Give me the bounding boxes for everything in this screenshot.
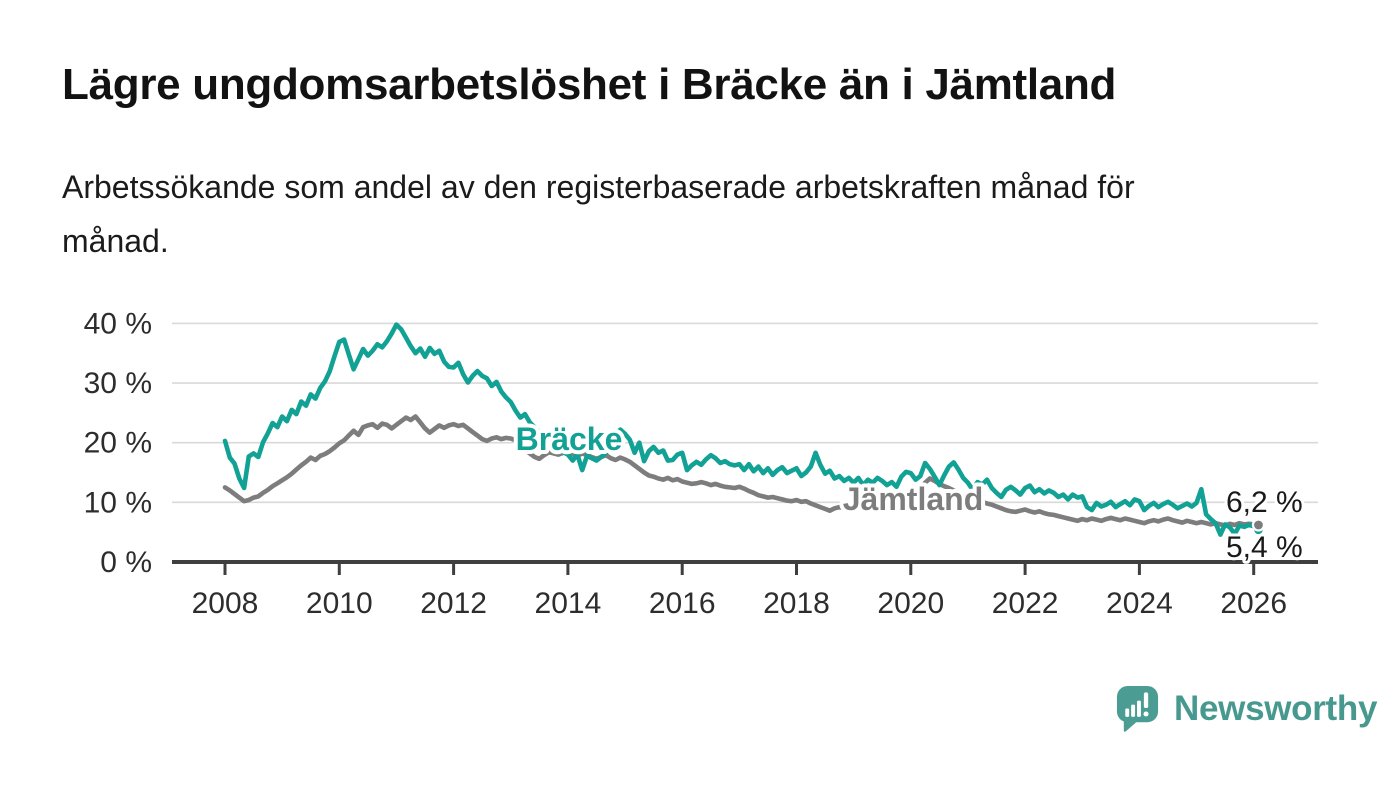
y-axis-tick-label: 10 % (84, 486, 152, 519)
chart-subtitle-line-1: Arbetssökande som andel av den registerb… (62, 169, 1135, 205)
page-title: Lägre ungdomsarbetslöshet i Bräcke än i … (62, 60, 1117, 109)
jaemtland-line (222, 414, 1261, 528)
jaemtland-end-dot (1251, 518, 1266, 532)
newsworthy-logo-icon (1116, 685, 1159, 732)
y-axis-tick-label: 0 % (100, 546, 152, 579)
x-axis-tick-label: 2010 (306, 587, 373, 620)
x-axis-tick-label: 2022 (992, 587, 1059, 620)
x-axis-tick-label: 2008 (192, 587, 259, 620)
chart-subtitle-line-2: månad. (62, 223, 169, 259)
chart-subtitle: Arbetssökande som andel av den registerb… (62, 160, 1135, 268)
jaemtland-end-value-label: 6,2 % (1226, 486, 1303, 519)
exclamation-glyph (1143, 692, 1149, 717)
newsworthy-wordmark: Newsworthy (1174, 689, 1378, 728)
x-axis-tick-label: 2014 (535, 587, 602, 620)
y-axis-tick-label: 40 % (84, 307, 152, 340)
braecke-line (222, 322, 1261, 537)
y-axis-tick-label: 30 % (84, 367, 152, 400)
x-axis-tick-label: 2024 (1106, 587, 1173, 620)
jaemtland-series-label: Jämtland (843, 481, 983, 517)
newsworthy-branding: Newsworthy (1114, 684, 1377, 734)
x-axis-tick-label: 2020 (877, 587, 944, 620)
x-axis-tick-label: 2012 (420, 587, 487, 620)
x-axis-tick-label: 2026 (1220, 587, 1287, 620)
braecke-series-label: Bräcke (516, 421, 623, 457)
x-axis-tick-label: 2018 (763, 587, 830, 620)
bar-chart-glyph (1125, 700, 1141, 717)
braecke-end-value-label: 5,4 % (1226, 531, 1303, 564)
x-axis-tick-label: 2016 (649, 587, 716, 620)
y-axis-tick-label: 20 % (84, 427, 152, 460)
